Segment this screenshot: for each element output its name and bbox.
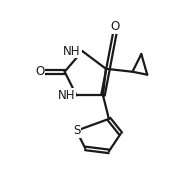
Text: O: O bbox=[35, 65, 44, 78]
Text: O: O bbox=[110, 20, 119, 33]
Text: NH: NH bbox=[58, 89, 75, 102]
Text: NH: NH bbox=[63, 45, 81, 58]
Text: S: S bbox=[73, 124, 80, 137]
